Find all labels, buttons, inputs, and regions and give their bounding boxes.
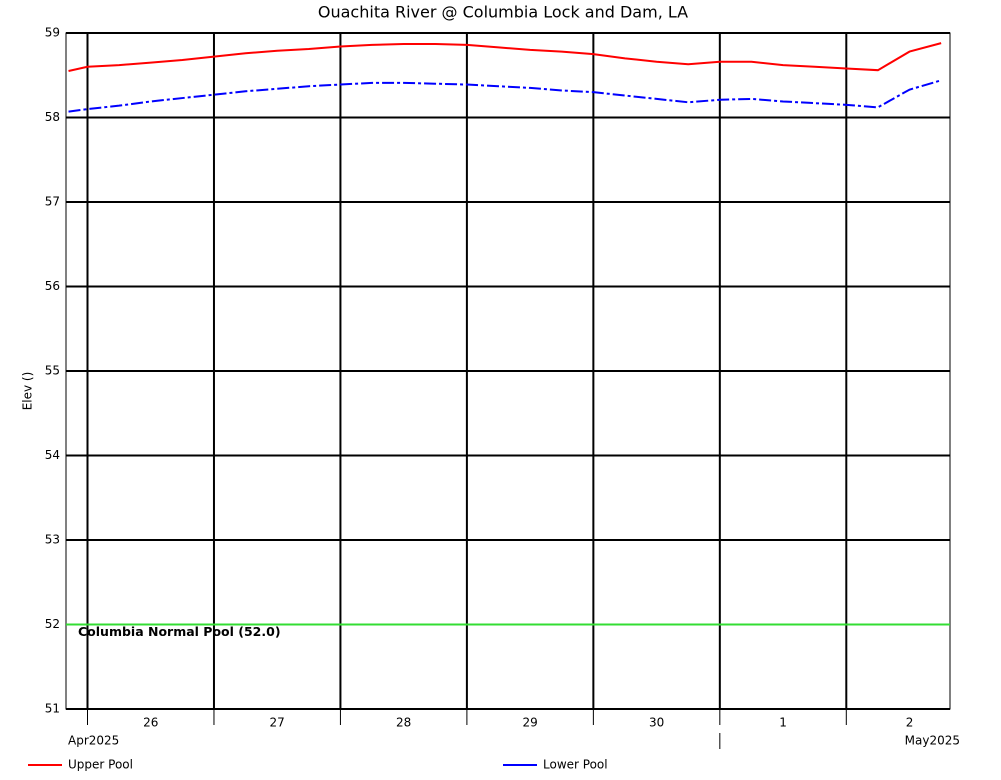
y-tick-label: 59 (45, 26, 60, 40)
y-tick-label: 53 (45, 533, 60, 547)
x-tick-label: 27 (270, 716, 285, 730)
y-axis-label: Elev () (21, 372, 35, 411)
y-tick-label: 55 (45, 364, 60, 378)
x-tick-label: 28 (396, 716, 411, 730)
x-period-label: Apr2025 (68, 734, 119, 748)
legend-label: Upper Pool (68, 758, 133, 772)
legend-label: Lower Pool (543, 758, 608, 772)
x-tick-label: 2 (906, 716, 914, 730)
x-tick-label: 26 (143, 716, 158, 730)
y-tick-label: 57 (45, 195, 60, 209)
y-tick-label: 51 (45, 702, 60, 716)
y-tick-label: 58 (45, 110, 60, 124)
x-tick-label: 29 (522, 716, 537, 730)
x-period-label: May2025 (905, 734, 960, 748)
reference-label: Columbia Normal Pool (52.0) (78, 624, 281, 639)
series-line (68, 42, 942, 73)
x-tick-label: 1 (779, 716, 787, 730)
y-tick-label: 52 (45, 617, 60, 631)
chart-title: Ouachita River @ Columbia Lock and Dam, … (318, 3, 688, 22)
series-line (68, 79, 942, 113)
y-tick-label: 56 (45, 279, 60, 293)
y-tick-label: 54 (45, 448, 60, 462)
x-tick-label: 30 (649, 716, 664, 730)
